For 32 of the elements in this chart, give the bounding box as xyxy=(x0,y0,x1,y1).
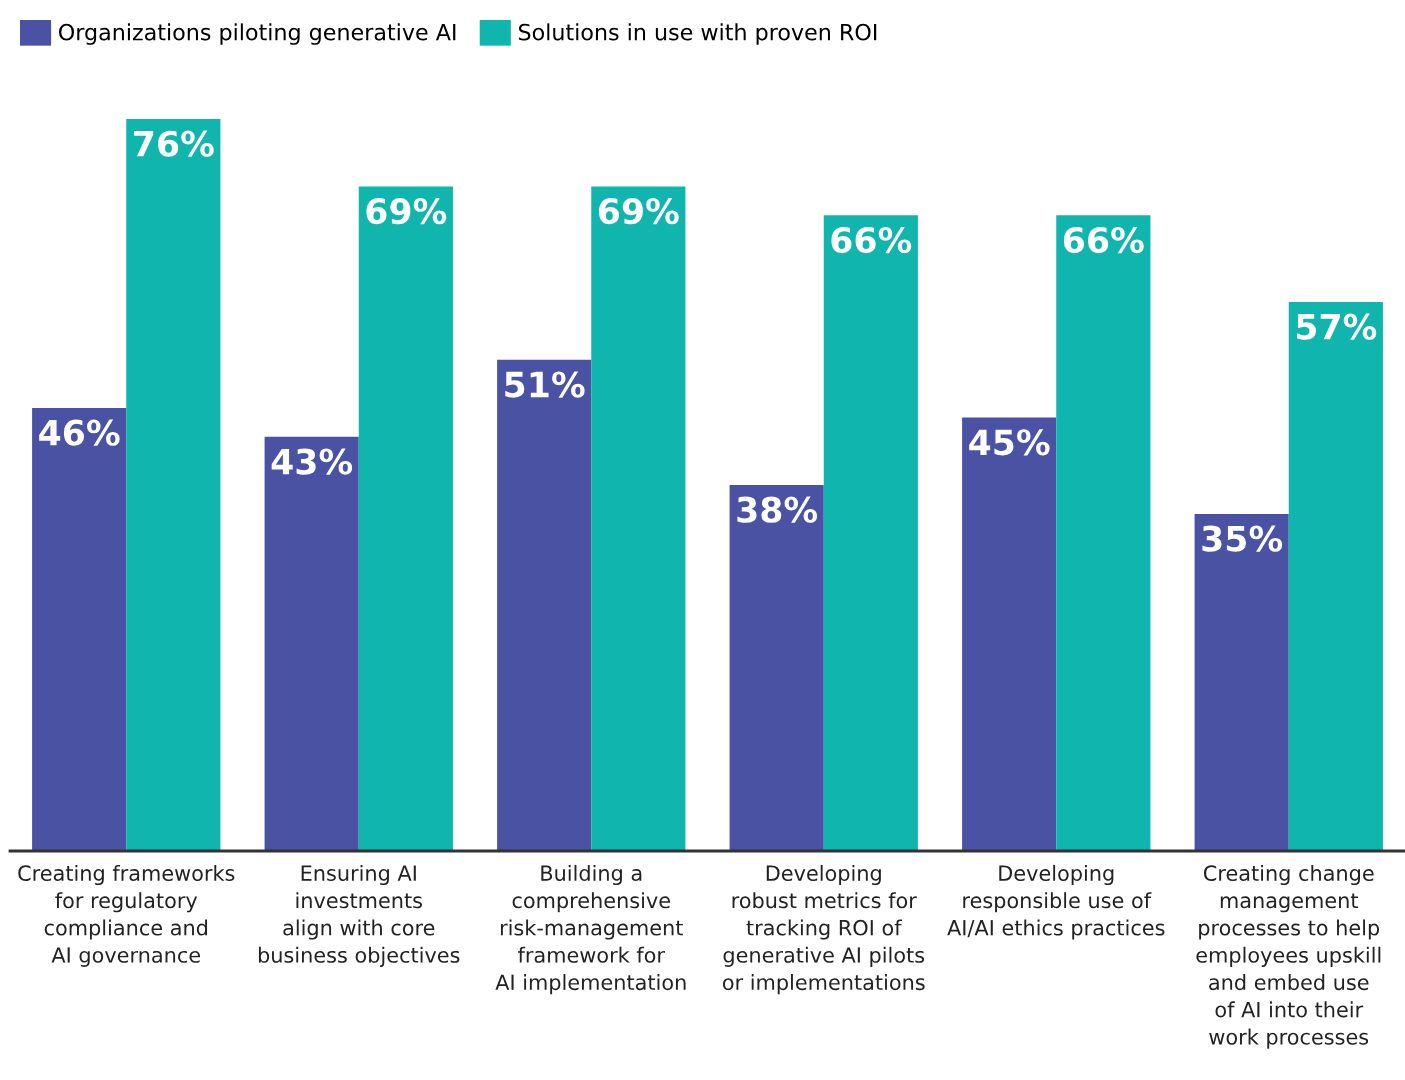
data-label: 35% xyxy=(1202,525,1283,552)
data-label: 45% xyxy=(969,429,1050,456)
data-label: 76% xyxy=(134,130,214,157)
bar xyxy=(962,417,1057,851)
data-label: 66% xyxy=(831,226,912,254)
bar xyxy=(1056,215,1151,851)
x-tick-label: Building a comprehensive risk-management framework for AI implementation xyxy=(495,864,686,995)
x-tick-label: Developing robust metrics for tracking ROI of generative AI pilots or implementations xyxy=(722,864,925,995)
bar xyxy=(32,407,127,851)
data-label: 51% xyxy=(505,371,585,398)
data-label: 57% xyxy=(1296,313,1377,340)
data-label: 38% xyxy=(737,496,818,523)
bar xyxy=(591,186,686,851)
bar xyxy=(823,215,918,851)
bar xyxy=(497,359,592,851)
bar xyxy=(358,186,453,851)
bar xyxy=(264,436,359,851)
x-tick-label: Ensuring AI investments align with core business objectives xyxy=(258,864,460,967)
data-label: 66% xyxy=(1063,226,1144,254)
data-label: 43% xyxy=(271,448,353,475)
x-tick-label: Developing responsible use of AI/AI ethics practices xyxy=(947,864,1165,940)
legend-label: Solutions in use with proven ROI xyxy=(518,23,877,45)
bar xyxy=(126,119,221,851)
data-label: 69% xyxy=(366,198,447,225)
data-label: 46% xyxy=(39,419,120,446)
bar xyxy=(1194,513,1289,851)
bar xyxy=(1288,302,1383,851)
data-label: 69% xyxy=(598,198,679,225)
bar xyxy=(729,485,824,851)
x-tick-label: Creating change management processes to help employees upskill and embed use of AI into their work processes xyxy=(1196,864,1381,1049)
legend-label: Organizations piloting generative AI xyxy=(59,23,456,45)
x-tick-label: Creating frameworks for regulatory compliance and AI governance xyxy=(18,864,235,967)
